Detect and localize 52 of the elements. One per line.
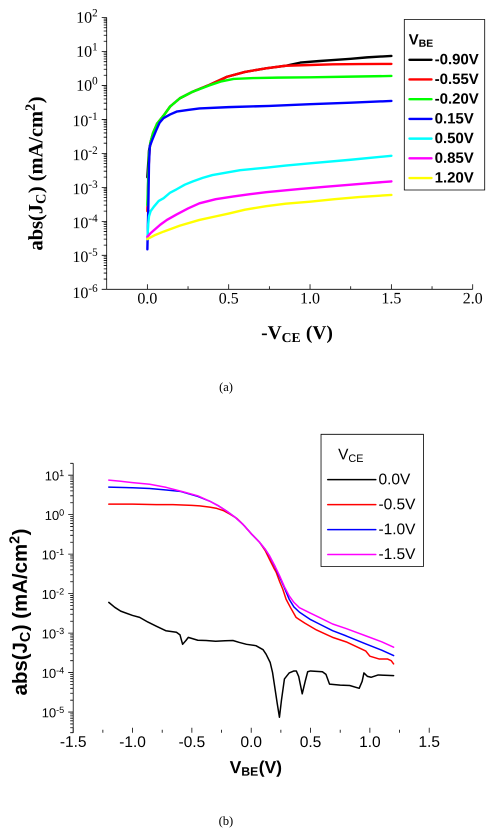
x-tick-label: 1.0 — [360, 736, 380, 748]
x-tick-label: 0.5 — [300, 736, 321, 748]
legend-label: 0.50V — [435, 132, 474, 144]
line-series — [108, 602, 394, 718]
text: (a) — [220, 382, 232, 394]
y-tick-label: 10$^{-1}$ — [74, 112, 98, 126]
y-tick-label: 10$^{-5}$ — [74, 248, 98, 262]
y-tick-label: 10$^{-4}$ — [42, 667, 64, 678]
y-tick-label: 10$^{1}$ — [78, 42, 98, 57]
y-tick-label: 10$^{-2}$ — [74, 146, 98, 160]
x-tick-label: 1.5 — [382, 292, 401, 304]
x-tick-label: 2.0 — [463, 292, 482, 304]
legend-label: 0.85V — [435, 152, 474, 163]
x-tick-label: 0.0 — [138, 292, 157, 304]
x-axis-title: V$_{BE}$(V) — [230, 760, 282, 777]
x-tick-label: 1.0 — [301, 292, 320, 304]
line-series — [146, 100, 393, 251]
x-tick-label: 1.5 — [420, 736, 440, 748]
x-tick-label: -0.5 — [179, 736, 205, 748]
line-series — [146, 154, 393, 240]
legend-label: -0.90V — [435, 54, 479, 64]
y-axis-title: abs(J$_{C}$) (mA/cm$^{2}$) — [25, 97, 47, 250]
y-tick-label: 10$^{2}$ — [78, 9, 98, 23]
y-tick-label: 10$^{-1}$ — [42, 548, 64, 560]
y-tick-label: 10$^{0}$ — [46, 509, 64, 520]
y-tick-label: 10$^{-3}$ — [42, 628, 64, 638]
x-tick-label: 0.5 — [219, 292, 238, 304]
legend-label: -0.5V — [379, 498, 416, 510]
legend-title: V$_{BE}$ — [408, 34, 433, 47]
legend-label: -0.55V — [435, 74, 479, 84]
y-axis-title: abs(J$_{C}$) (mA/cm$^{2}$) — [9, 530, 32, 695]
y-tick-label: 10$^{-3}$ — [74, 180, 98, 194]
line-series — [146, 180, 393, 238]
y-tick-label: 10$^{-6}$ — [74, 284, 98, 298]
legend-label: 1.20V — [436, 172, 474, 183]
legend-label: -1.5V — [379, 548, 416, 560]
legend-label: -0.20V — [435, 93, 479, 104]
legend-label: 0.15V — [435, 112, 474, 124]
y-tick-label: 10$^{1}$ — [46, 470, 64, 481]
y-tick-label: 10$^{-2}$ — [42, 588, 64, 600]
x-tick-label: -1.0 — [120, 736, 146, 748]
y-tick-label: 10$^{-5}$ — [42, 706, 64, 718]
x-tick-label: 0.0 — [241, 736, 262, 748]
y-tick-label: 10$^{-4}$ — [74, 214, 98, 228]
x-axis-title: -V$_{CE}$ (V) — [262, 325, 332, 344]
legend-title: V$_{CE}$ — [338, 448, 363, 462]
line-series — [146, 194, 393, 240]
legend-label: 0.0V — [379, 474, 410, 484]
text: (b) — [219, 816, 233, 828]
y-tick-label: 10$^{0}$ — [78, 76, 98, 91]
legend-label: -1.0V — [379, 523, 416, 534]
x-tick-label: -1.5 — [60, 736, 86, 748]
